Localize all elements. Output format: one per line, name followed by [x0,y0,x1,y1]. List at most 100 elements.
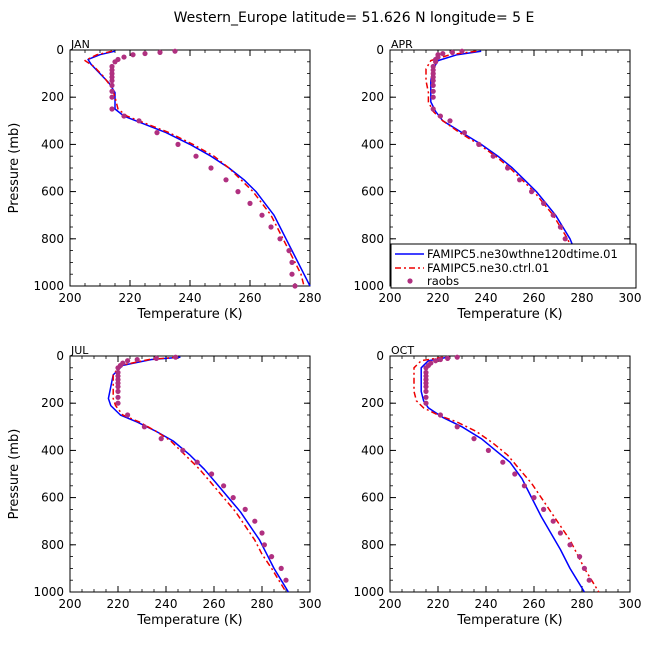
legend-label-wthne120: FAMIPC5.ne30wthne120dtime.01 [427,247,618,261]
x-tick-label-jan: 260 [239,291,262,305]
raobs-point-apr [541,200,547,206]
raobs-point-apr [430,94,436,100]
raobs-point-jul [158,436,164,442]
legend-label-ctrl: FAMIPC5.ne30.ctrl.01 [427,261,549,275]
x-axis-title-oct: Temperature (K) [456,613,562,628]
raobs-point-jan [247,200,253,206]
raobs-point-jan [112,59,118,65]
raobs-point-jul [153,355,159,361]
x-tick-label-apr: 220 [427,291,450,305]
legend-swatch-raobs [407,278,413,284]
raobs-point-jul [269,554,275,560]
raobs-point-oct [521,483,528,489]
raobs-point-oct [445,355,451,361]
series-line-famipc5-ne30wthne120dtime-01-oct [420,356,586,593]
raobs-point-jul [278,565,284,572]
raobs-point-oct [550,518,556,524]
y-tick-label-jan: 0 [56,43,64,57]
plot-frame-jan [69,49,311,287]
raobs-point-oct [423,400,429,406]
x-tick-label-oct: 240 [475,597,498,611]
raobs-point-jan [109,88,115,94]
raobs-point-jul [125,358,131,364]
raobs-point-oct [433,358,439,364]
raobs-point-oct [557,530,564,536]
raobs-point-jul [134,356,140,363]
raobs-point-oct [454,424,460,430]
raobs-point-apr [433,59,439,65]
y-tick-label-jul: 1000 [33,585,64,599]
x-tick-label-oct: 260 [523,597,546,611]
raobs-point-jul [115,400,121,406]
y-tick-label-jul: 400 [41,443,64,457]
raobs-point-jul [180,447,186,453]
raobs-point-jul [141,424,147,430]
x-tick-label-jul: 200 [59,597,82,611]
raobs-point-oct [567,542,573,548]
raobs-point-oct [437,412,443,418]
raobs-point-jul [173,354,179,360]
raobs-point-apr [430,78,436,84]
y-tick-label-jul: 200 [41,396,64,410]
raobs-point-apr [437,113,443,119]
x-tick-label-jul: 280 [251,597,274,611]
panel-jul: 200 220 240 260 280 300 0 200 400 600 800 1000 JUL Te… [7,344,321,628]
raobs-point-jul [242,506,248,512]
raobs-point-jul [125,412,131,418]
x-axis-title-apr: Temperature (K) [456,307,562,322]
raobs-point-jan [235,189,241,195]
raobs-point-jul [283,577,289,583]
raobs-point-jan [109,94,115,100]
raobs-point-jul [194,459,200,465]
raobs-point-apr [430,106,436,112]
raobs-point-jan [286,248,292,254]
raobs-point-jan [277,236,283,242]
raobs-point-jan [121,113,127,119]
y-tick-label-oct: 800 [361,538,384,552]
series-line-famipc5-ne30wthne120dtime-01-jan [87,50,311,287]
y-tick-label-jan: 800 [41,232,64,246]
raobs-point-jan [208,165,214,171]
raobs-point-oct [437,356,443,363]
raobs-point-jul [221,483,227,489]
raobs-point-oct [531,495,537,501]
raobs-point-apr [447,118,453,124]
raobs-point-jan [175,141,181,147]
x-axis-title-jul: Temperature (K) [136,613,242,628]
raobs-point-jan [292,283,298,289]
x-tick-label-jul: 300 [299,597,322,611]
raobs-point-jul [259,530,265,536]
raobs-point-apr [562,236,568,242]
raobs-point-oct [454,354,460,360]
raobs-point-apr [529,189,535,195]
x-tick-label-apr: 240 [475,291,498,305]
raobs-point-jan [109,82,115,88]
y-tick-label-oct: 1000 [353,585,384,599]
x-tick-label-oct: 220 [427,597,450,611]
y-tick-label-jul: 0 [56,349,64,363]
series-line-famipc5-ne30-ctrl-01-jul [112,356,287,593]
raobs-point-oct [577,554,583,560]
panel-label-jul: JUL [70,344,89,357]
raobs-point-oct [423,394,429,400]
x-tick-label-jan: 280 [299,291,322,305]
raobs-point-apr [440,50,446,57]
raobs-point-apr [550,212,556,218]
raobs-point-jan [154,130,160,136]
raobs-point-jan [109,106,115,112]
raobs-point-jan [193,153,199,159]
y-tick-label-oct: 400 [361,443,384,457]
figure-title: Western_Europe latitude= 51.626 N longit… [174,10,535,26]
raobs-point-oct [581,565,588,572]
raobs-point-apr [490,153,496,159]
x-tick-label-oct: 300 [619,597,642,611]
legend-label-raobs: raobs [427,274,459,288]
raobs-point-jan [130,52,136,58]
raobs-point-apr [505,165,511,171]
raobs-point-oct [512,471,518,477]
y-tick-label-oct: 0 [376,349,384,363]
raobs-point-apr [461,130,467,136]
y-tick-label-apr: 0 [376,43,384,57]
x-tick-label-apr: 260 [523,291,546,305]
